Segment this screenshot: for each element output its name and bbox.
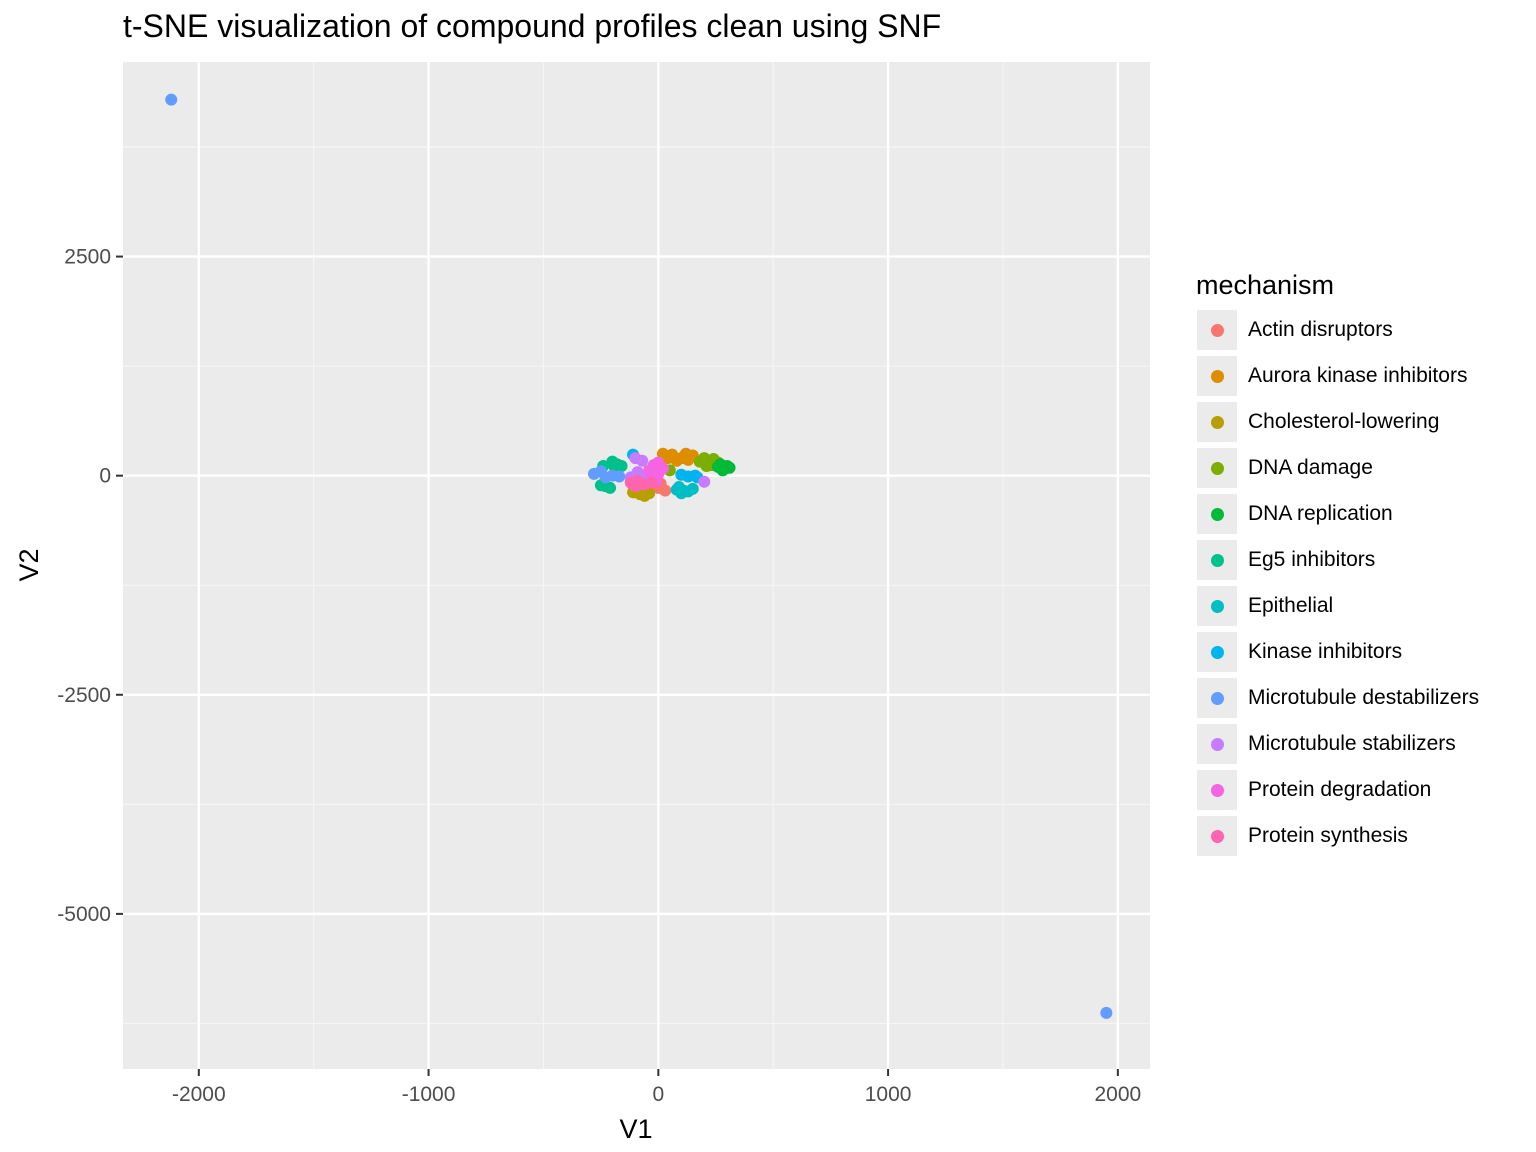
- legend-marker: [1210, 691, 1224, 705]
- legend-key: [1196, 539, 1238, 581]
- legend-key: [1196, 401, 1238, 443]
- legend-marker: [1210, 553, 1224, 567]
- legend-key: [1196, 723, 1238, 765]
- grid-major: [123, 62, 1150, 1069]
- legend-item: Aurora kinase inhibitors: [1196, 353, 1479, 399]
- legend-label: Protein synthesis: [1248, 824, 1408, 847]
- legend-key: [1196, 309, 1238, 351]
- legend-label: Aurora kinase inhibitors: [1248, 364, 1468, 387]
- data-point: [677, 484, 690, 497]
- chart-title: t-SNE visualization of compound profiles…: [123, 8, 942, 44]
- data-point: [1100, 1006, 1113, 1019]
- data-point: [165, 93, 178, 106]
- x-tick-label: 2000: [1094, 1083, 1141, 1106]
- legend-key: [1196, 447, 1238, 489]
- x-axis-label: V1: [619, 1114, 652, 1144]
- legend-label: Protein degradation: [1248, 778, 1432, 801]
- y-axis: -5000 -2500 0 2500: [57, 246, 123, 926]
- legend-key: [1196, 769, 1238, 811]
- legend-item: Microtubule stabilizers: [1196, 721, 1479, 767]
- legend-item: Epithelial: [1196, 583, 1479, 629]
- x-axis: -2000 -1000 0 1000 2000: [172, 1069, 1141, 1106]
- legend-marker: [1210, 829, 1224, 843]
- x-tick-label: 1000: [865, 1083, 912, 1106]
- y-axis-label: V2: [14, 548, 44, 581]
- legend-label: Eg5 inhibitors: [1248, 548, 1376, 571]
- data-point: [604, 481, 617, 494]
- legend-label: DNA replication: [1248, 502, 1393, 525]
- legend-key: [1196, 493, 1238, 535]
- legend-marker: [1210, 599, 1224, 613]
- legend-marker: [1210, 369, 1224, 383]
- legend-title: mechanism: [1196, 270, 1335, 300]
- y-tick-label: 2500: [64, 246, 111, 269]
- y-tick-label: -2500: [57, 684, 111, 707]
- legend-item: DNA damage: [1196, 445, 1479, 491]
- legend-items: Actin disruptors Aurora kinase inhibitors…: [1196, 307, 1479, 859]
- data-point: [661, 452, 674, 465]
- legend-item: Actin disruptors: [1196, 307, 1479, 353]
- data-point: [613, 470, 626, 483]
- legend-item: DNA replication: [1196, 491, 1479, 537]
- legend-key: [1196, 677, 1238, 719]
- legend-item: Microtubule destabilizers: [1196, 675, 1479, 721]
- y-tick-label: 0: [99, 465, 111, 488]
- legend-marker: [1210, 507, 1224, 521]
- x-tick-label: -1000: [402, 1083, 456, 1106]
- legend-marker: [1210, 737, 1224, 751]
- data-point: [698, 475, 711, 488]
- legend-key: [1196, 585, 1238, 627]
- legend-label: Kinase inhibitors: [1248, 640, 1403, 663]
- legend-label: Epithelial: [1248, 594, 1334, 617]
- legend-marker: [1210, 323, 1224, 337]
- data-point: [615, 460, 628, 473]
- data-point: [714, 458, 727, 471]
- data-point: [686, 482, 699, 495]
- legend-key: [1196, 355, 1238, 397]
- data-points: [165, 93, 1113, 1019]
- legend-label: Actin disruptors: [1248, 318, 1393, 341]
- legend-label: DNA damage: [1248, 456, 1373, 479]
- data-point: [670, 454, 683, 467]
- legend-label: Microtubule stabilizers: [1248, 732, 1456, 755]
- legend-marker: [1210, 645, 1224, 659]
- legend-key: [1196, 815, 1238, 857]
- legend-item: Eg5 inhibitors: [1196, 537, 1479, 583]
- data-point: [682, 453, 695, 466]
- legend: mechanism Actin disruptors Aurora kinase …: [1196, 270, 1479, 859]
- legend-label: Cholesterol-lowering: [1248, 410, 1440, 433]
- data-point: [645, 476, 658, 489]
- x-tick-label: 0: [652, 1083, 664, 1106]
- legend-marker: [1210, 415, 1224, 429]
- legend-item: Protein synthesis: [1196, 813, 1479, 859]
- legend-marker: [1210, 783, 1224, 797]
- data-point: [636, 454, 649, 467]
- legend-label: Microtubule destabilizers: [1248, 686, 1480, 709]
- legend-key: [1196, 631, 1238, 673]
- plot-panel: [123, 62, 1150, 1069]
- data-point: [629, 480, 642, 493]
- grid-minor: [123, 62, 1150, 1069]
- y-tick-label: -5000: [57, 903, 111, 926]
- legend-item: Kinase inhibitors: [1196, 629, 1479, 675]
- data-point: [693, 455, 706, 468]
- legend-item: Protein degradation: [1196, 767, 1479, 813]
- legend-item: Cholesterol-lowering: [1196, 399, 1479, 445]
- legend-marker: [1210, 461, 1224, 475]
- x-tick-label: -2000: [172, 1083, 226, 1106]
